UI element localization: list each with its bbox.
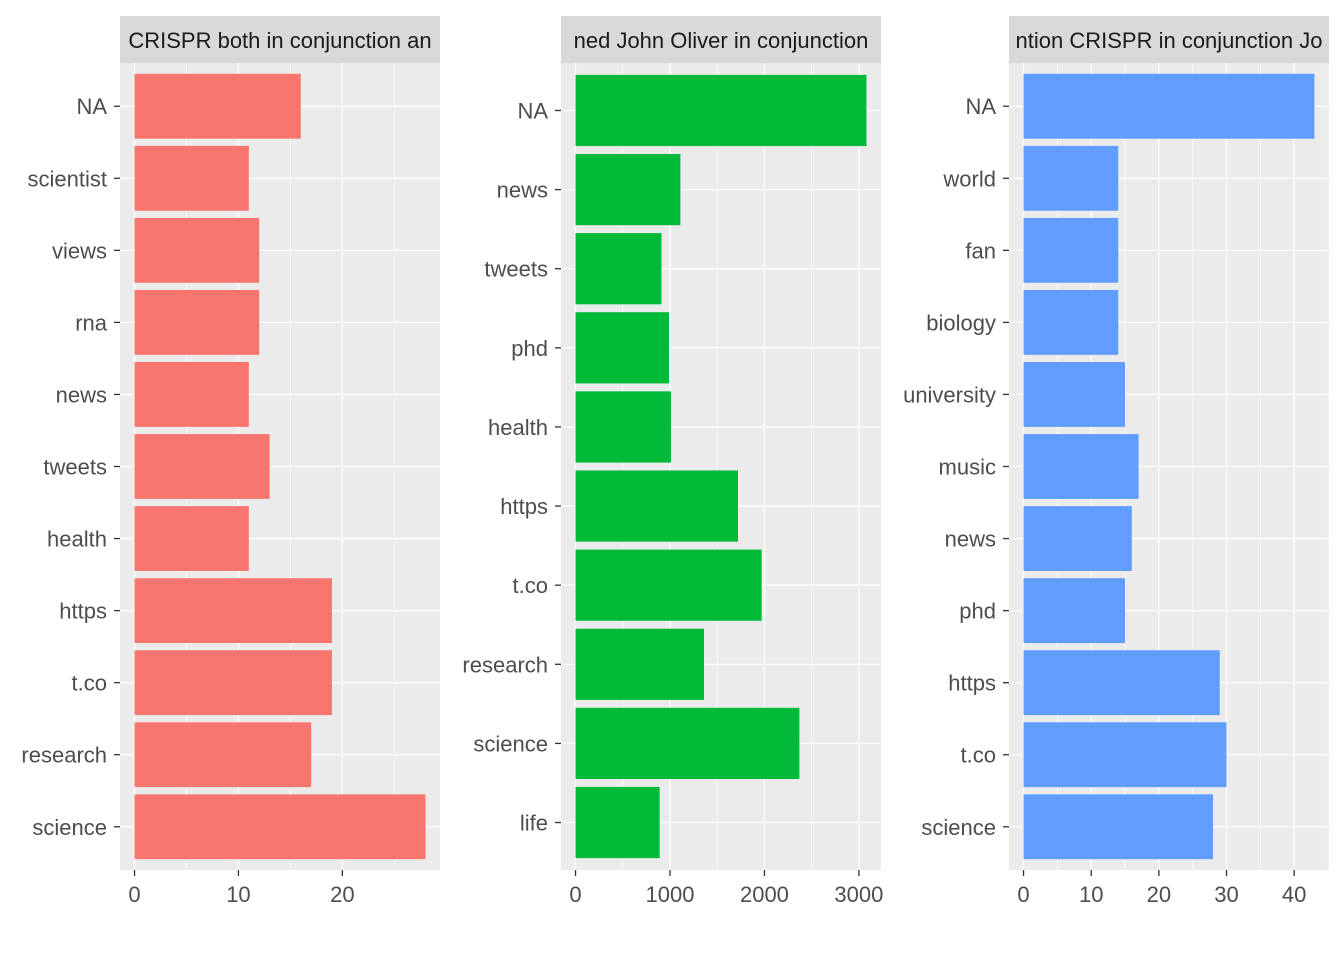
bar-tweets: [575, 233, 662, 305]
y-tick-label: research: [462, 652, 548, 677]
facet-strip-title: ned John Oliver in conjunction: [574, 28, 869, 53]
facet-panel-2: NA news tweets phd health https t.co research sc…: [462, 16, 883, 907]
y-tick-label: music: [939, 455, 996, 480]
y-tick-label: science: [921, 815, 996, 840]
bar-world: [1023, 145, 1119, 211]
bar-health: [134, 506, 249, 571]
y-tick-label: news: [497, 178, 548, 203]
x-tick-label: 1000: [646, 882, 695, 907]
y-tick-label: fan: [965, 238, 996, 263]
y-tick-label: NA: [76, 94, 107, 119]
x-tick-label: 2000: [740, 882, 789, 907]
bar-news: [1023, 506, 1132, 571]
bar-music: [1023, 434, 1139, 499]
bar-research: [575, 628, 704, 700]
y-tick-label: rna: [75, 310, 108, 335]
bar-science: [575, 707, 800, 780]
y-tick-label: phd: [511, 336, 548, 361]
y-tick-label: tweets: [43, 455, 107, 480]
facet-strip: [120, 16, 440, 63]
facet-strip-title: CRISPR both in conjunction an: [128, 28, 431, 53]
bar-t.co: [1023, 722, 1227, 788]
bar-https: [575, 470, 739, 542]
x-tick-label: 0: [569, 882, 581, 907]
facet-panel-1: NA scientist views rna news tweets health https…: [21, 16, 440, 907]
y-tick-label: views: [52, 238, 107, 263]
x-tick-label: 3000: [834, 882, 883, 907]
x-tick-label: 20: [1147, 882, 1171, 907]
y-tick-label: news: [945, 527, 996, 552]
y-tick-label: https: [59, 599, 107, 624]
y-tick-label: phd: [959, 599, 996, 624]
x-tick-label: 20: [330, 882, 354, 907]
bar-t.co: [575, 549, 762, 621]
bar-NA: [1023, 73, 1315, 139]
y-tick-label: biology: [926, 310, 996, 335]
y-tick-label: science: [473, 731, 548, 756]
y-tick-label: https: [948, 671, 996, 696]
y-tick-label: https: [500, 494, 548, 519]
bar-scientist: [134, 145, 249, 211]
x-tick-label: 0: [1017, 882, 1029, 907]
bar-tweets: [134, 434, 270, 499]
y-tick-label: t.co: [961, 743, 996, 768]
bar-news: [575, 153, 681, 226]
bar-https: [1023, 650, 1220, 716]
y-tick-label: scientist: [28, 166, 107, 191]
y-tick-label: life: [520, 811, 548, 836]
bar-rna: [134, 289, 260, 355]
bar-research: [134, 722, 312, 788]
bar-news: [134, 362, 249, 427]
bar-phd: [575, 312, 670, 384]
y-tick-label: tweets: [484, 257, 548, 282]
y-tick-label: health: [47, 527, 107, 552]
bar-NA: [134, 73, 301, 139]
x-tick-label: 30: [1214, 882, 1238, 907]
bar-NA: [575, 74, 867, 147]
bar-biology: [1023, 289, 1119, 355]
y-tick-label: t.co: [513, 573, 548, 598]
x-tick-label: 0: [128, 882, 140, 907]
y-tick-label: NA: [965, 94, 996, 119]
facet-strip-title: ntion CRISPR in conjunction Jo: [1016, 28, 1323, 53]
bar-phd: [1023, 578, 1126, 644]
bar-university: [1023, 362, 1126, 427]
facet-panel-3: NA world fan biology university music news phd h…: [903, 16, 1329, 907]
bar-science: [1023, 794, 1213, 860]
bar-health: [575, 391, 671, 463]
y-tick-label: t.co: [72, 671, 107, 696]
bar-life: [575, 786, 660, 859]
y-tick-label: world: [942, 166, 996, 191]
y-tick-label: health: [488, 415, 548, 440]
bar-t.co: [134, 650, 332, 716]
bar-science: [134, 794, 426, 860]
y-tick-label: research: [21, 743, 107, 768]
bar-fan: [1023, 217, 1119, 283]
x-tick-label: 10: [1079, 882, 1103, 907]
facet-strip: [1009, 16, 1329, 63]
bar-views: [134, 217, 260, 283]
bar-https: [134, 578, 332, 644]
y-tick-label: university: [903, 382, 996, 407]
y-tick-label: NA: [517, 98, 548, 123]
y-tick-label: science: [32, 815, 107, 840]
y-tick-label: news: [56, 382, 107, 407]
facet-strip: [561, 16, 881, 63]
x-tick-label: 40: [1282, 882, 1306, 907]
x-tick-label: 10: [226, 882, 250, 907]
